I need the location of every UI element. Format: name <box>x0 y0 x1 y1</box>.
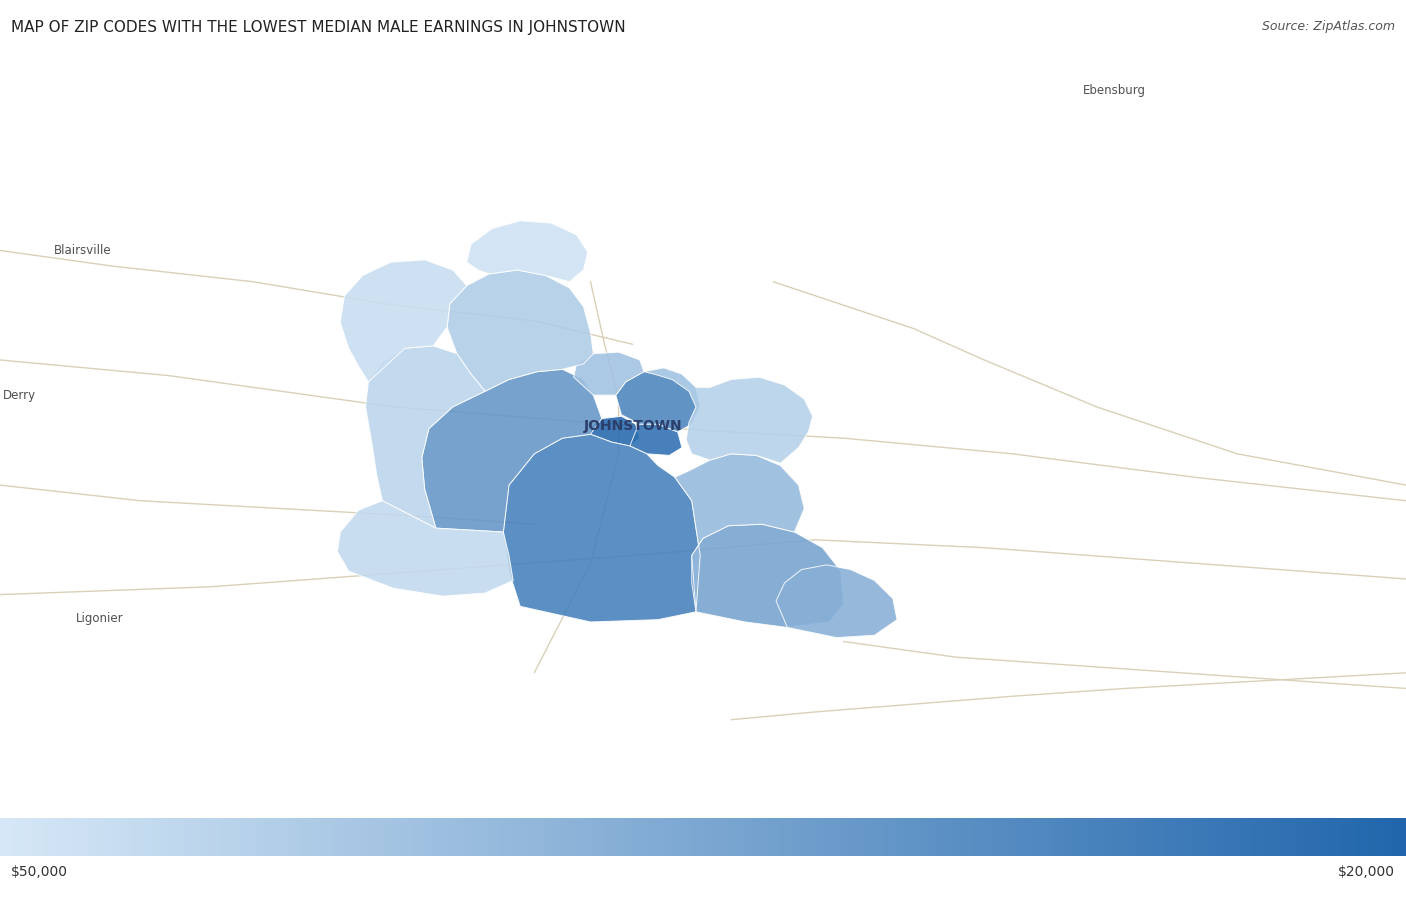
Text: Blairsville: Blairsville <box>53 244 111 257</box>
Polygon shape <box>591 416 640 446</box>
Text: Ligonier: Ligonier <box>76 611 124 625</box>
Text: Ebensburg: Ebensburg <box>1083 84 1146 96</box>
Text: Source: ZipAtlas.com: Source: ZipAtlas.com <box>1261 20 1395 32</box>
Text: $50,000: $50,000 <box>11 865 69 879</box>
Text: MAP OF ZIP CODES WITH THE LOWEST MEDIAN MALE EARNINGS IN JOHNSTOWN: MAP OF ZIP CODES WITH THE LOWEST MEDIAN … <box>11 20 626 35</box>
Polygon shape <box>692 524 844 628</box>
Polygon shape <box>422 369 602 532</box>
Polygon shape <box>366 346 485 528</box>
Polygon shape <box>630 424 682 456</box>
Polygon shape <box>574 352 644 396</box>
Text: JOHNSTOWN: JOHNSTOWN <box>583 420 682 433</box>
Polygon shape <box>503 434 700 622</box>
Polygon shape <box>447 270 593 391</box>
Polygon shape <box>467 221 588 281</box>
Text: $20,000: $20,000 <box>1337 865 1395 879</box>
Polygon shape <box>340 260 467 382</box>
Polygon shape <box>776 565 897 637</box>
Polygon shape <box>675 454 804 612</box>
Polygon shape <box>337 501 513 596</box>
Polygon shape <box>644 368 813 463</box>
Text: Derry: Derry <box>3 388 37 402</box>
Polygon shape <box>616 368 700 432</box>
